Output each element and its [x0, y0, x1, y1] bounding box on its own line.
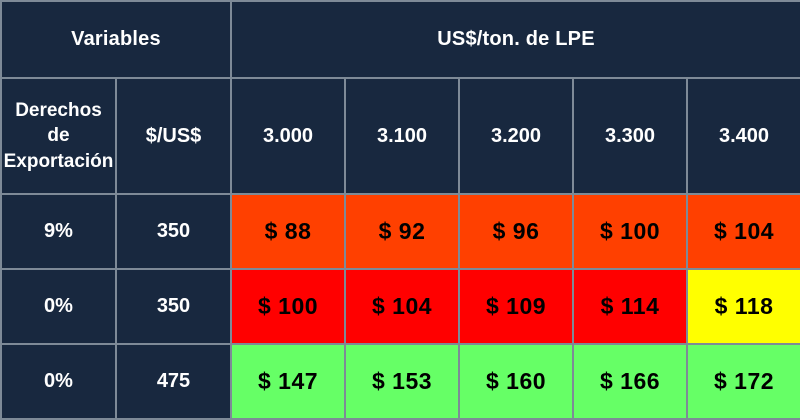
price-value-cell: $ 92 — [344, 193, 460, 271]
price-header-cell: US$/ton. de LPE — [229, 0, 800, 79]
derechos-cell: 0% — [0, 268, 117, 346]
price-value-cell: $ 118 — [685, 268, 800, 346]
price-value-cell: $ 104 — [344, 268, 460, 346]
price-value-cell: $ 160 — [458, 343, 574, 420]
exchange-rate-cell: 350 — [115, 268, 232, 346]
exchange-rate-cell: 350 — [115, 193, 232, 271]
table-row: 0% 475 $ 147 $ 153 $ 160 $ 166 $ 172 — [0, 343, 800, 420]
price-column-header-3300: 3.300 — [572, 76, 688, 196]
exchange-rate-header-cell: $/US$ — [115, 76, 232, 196]
derechos-header-line2: de — [47, 125, 70, 147]
derechos-header-line3: Exportación — [3, 150, 114, 172]
price-value-cell: $ 88 — [230, 193, 346, 271]
derechos-exportacion-header-cell: Derechos de Exportación — [0, 76, 117, 196]
table-row: 0% 350 $ 100 $ 104 $ 109 $ 114 $ 118 — [0, 268, 800, 346]
price-value-cell: $ 166 — [572, 343, 688, 420]
derechos-cell: 9% — [0, 193, 117, 271]
exchange-rate-cell: 475 — [115, 343, 232, 420]
price-column-header-3000: 3.000 — [230, 76, 346, 196]
table-row: 9% 350 $ 88 $ 92 $ 96 $ 100 $ 104 — [0, 193, 800, 271]
price-value-cell: $ 172 — [685, 343, 800, 420]
price-value-cell: $ 96 — [458, 193, 574, 271]
price-value-cell: $ 147 — [230, 343, 346, 420]
price-column-header-3100: 3.100 — [344, 76, 460, 196]
price-value-cell: $ 100 — [230, 268, 346, 346]
price-column-header-3400: 3.400 — [685, 76, 800, 196]
price-value-cell: $ 109 — [458, 268, 574, 346]
price-column-header-3200: 3.200 — [458, 76, 574, 196]
price-value-cell: $ 104 — [685, 193, 800, 271]
derechos-header-line1: Derechos — [15, 99, 102, 121]
price-value-cell: $ 114 — [572, 268, 688, 346]
derechos-cell: 0% — [0, 343, 117, 420]
price-value-cell: $ 153 — [344, 343, 460, 420]
variables-header-cell: Variables — [0, 0, 232, 79]
price-value-cell: $ 100 — [572, 193, 688, 271]
